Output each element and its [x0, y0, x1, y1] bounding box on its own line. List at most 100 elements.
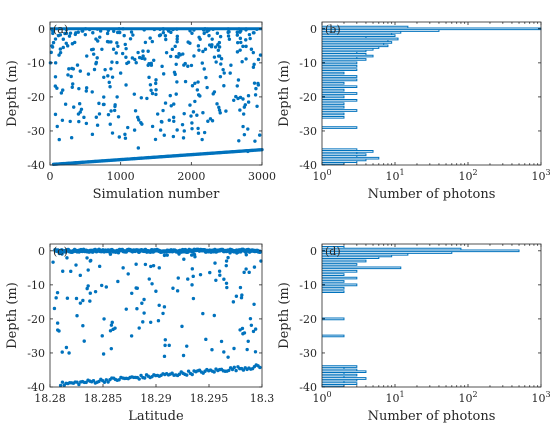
data-point — [58, 47, 63, 51]
data-point — [112, 108, 117, 113]
data-point — [106, 28, 111, 33]
data-point — [190, 126, 194, 131]
data-point — [89, 258, 93, 263]
data-point — [256, 57, 261, 62]
surface-point — [257, 249, 263, 254]
data-point — [188, 103, 192, 107]
data-point — [88, 291, 92, 295]
data-point — [148, 83, 153, 87]
data-point — [156, 319, 161, 323]
data-point — [180, 324, 184, 329]
data-point — [108, 252, 113, 256]
data-point — [87, 250, 92, 254]
plot-area — [322, 25, 542, 165]
data-point — [226, 255, 230, 260]
data-point — [190, 253, 194, 257]
data-point — [55, 290, 60, 295]
data-point — [244, 267, 248, 271]
data-point — [112, 29, 116, 33]
panel-a: 0-10-20-30-400 1000 2000 3000(a)Simulation … — [5, 21, 276, 202]
data-point — [192, 54, 196, 58]
data-point — [145, 250, 149, 254]
data-point — [74, 296, 79, 301]
data-point — [214, 60, 218, 64]
data-point — [124, 307, 128, 311]
data-point — [183, 61, 187, 66]
data-point — [66, 73, 70, 77]
data-point — [118, 71, 123, 75]
data-point — [90, 132, 95, 137]
data-point — [121, 27, 125, 31]
data-point — [238, 36, 243, 41]
data-point — [161, 30, 166, 35]
data-point — [188, 29, 192, 33]
data-point — [68, 119, 72, 124]
data-point — [169, 54, 173, 59]
data-point — [227, 37, 232, 41]
data-point — [175, 37, 179, 41]
data-point — [215, 102, 219, 106]
data-point — [130, 291, 134, 295]
x-tick-label: 18.28 — [34, 392, 66, 405]
data-point — [81, 324, 85, 328]
plot-area — [322, 246, 520, 387]
data-point — [84, 89, 88, 93]
y-tick-label: -30 — [27, 347, 45, 360]
data-point — [200, 61, 204, 65]
data-point — [158, 33, 163, 37]
bottom-point — [75, 380, 79, 384]
y-tick-label: -20 — [27, 313, 45, 326]
data-point — [98, 29, 103, 33]
data-point — [78, 301, 83, 305]
data-point — [228, 251, 232, 255]
data-point — [61, 45, 65, 50]
axis-frame — [321, 243, 542, 388]
data-point — [73, 32, 78, 37]
y-tick-label: 0 — [38, 245, 45, 258]
data-point — [61, 88, 65, 92]
data-point — [123, 132, 127, 137]
data-point — [224, 263, 228, 268]
data-point — [57, 53, 61, 57]
data-point — [82, 339, 86, 343]
data-point — [186, 64, 190, 68]
data-point — [126, 272, 130, 276]
data-point — [50, 28, 55, 32]
data-point — [167, 118, 171, 122]
data-point — [69, 74, 73, 79]
data-point — [252, 62, 256, 67]
data-point — [95, 123, 100, 127]
data-point — [216, 48, 221, 53]
data-point — [152, 58, 156, 62]
data-point — [129, 334, 134, 338]
data-point — [160, 120, 164, 124]
y-tick-label: -40 — [27, 159, 45, 172]
data-point — [175, 289, 180, 293]
data-point — [244, 57, 248, 61]
data-point — [213, 261, 217, 265]
data-point — [182, 129, 186, 133]
data-point — [124, 83, 128, 87]
data-point — [181, 353, 186, 358]
bottom-point — [241, 368, 246, 372]
data-point — [67, 351, 71, 355]
data-point — [55, 321, 60, 325]
data-point — [109, 346, 114, 351]
data-point — [163, 34, 168, 38]
data-point — [79, 107, 84, 112]
data-point — [85, 286, 89, 291]
data-point — [103, 67, 107, 72]
data-point — [81, 298, 85, 303]
data-point — [240, 293, 244, 297]
data-point — [57, 251, 61, 256]
histogram-bars — [322, 246, 520, 387]
data-point — [189, 63, 194, 68]
data-point — [244, 38, 248, 42]
data-point — [82, 115, 86, 120]
data-point — [244, 44, 248, 49]
data-point — [154, 81, 158, 86]
data-point — [72, 105, 76, 109]
x-axis-label: Number of photons — [368, 187, 496, 202]
